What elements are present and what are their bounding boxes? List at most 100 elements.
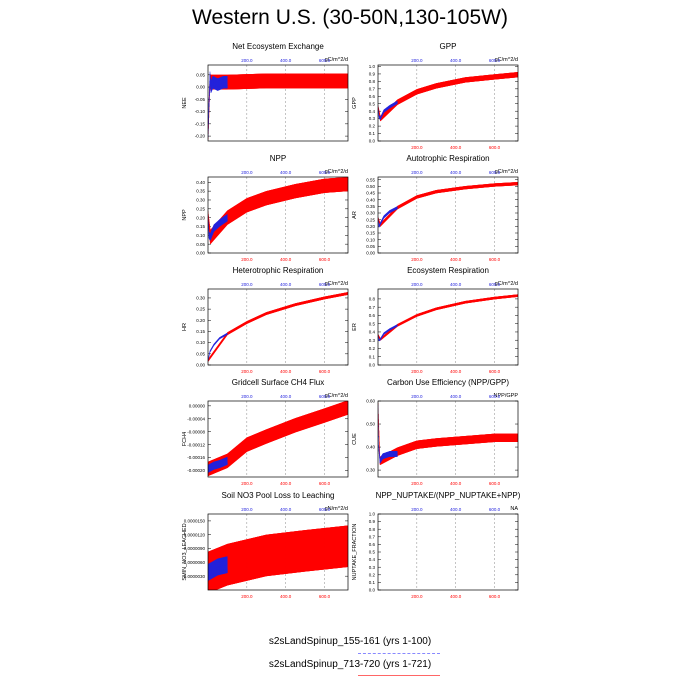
panel-title: Net Ecosystem Exchange (232, 42, 324, 51)
y-axis-label: GPP (352, 97, 358, 109)
panel-title: GPP (440, 42, 457, 51)
y-tick-label: 0.9 (369, 72, 376, 77)
y-tick-label: 0.15 (366, 231, 375, 236)
y-axis-label: NPP (182, 209, 188, 221)
series-line-case2 (378, 402, 518, 465)
plot-frame (207, 400, 349, 478)
x-tick-label-bottom: 200.0 (241, 257, 253, 262)
y-axis-label: FCH4 (182, 432, 188, 446)
y-tick-label: 0.30 (366, 468, 375, 473)
y-tick-label: 0.40 (366, 445, 375, 450)
x-tick-label-bottom: 600.0 (489, 369, 501, 374)
y-tick-label: 0.0 (369, 139, 376, 144)
series-line-case1 (208, 332, 228, 362)
series-line-case2 (208, 401, 348, 476)
y-tick-label: 0.8 (369, 527, 376, 532)
x-tick-label-bottom: 200.0 (411, 257, 423, 262)
y-axis-label: AR (352, 211, 358, 219)
y-tick-label: 0.5 (369, 321, 376, 326)
x-tick-label-top: 600.0 (489, 507, 501, 512)
x-tick-label-top: 600.0 (319, 58, 331, 63)
plot-frame (207, 288, 349, 366)
y-tick-label: 0.7 (369, 305, 376, 310)
y-tick-label: 0.40 (196, 180, 205, 185)
y-tick-label: 0.1 (369, 580, 376, 585)
panel-title: Heterotrophic Respiration (233, 266, 324, 275)
x-tick-label-top: 400.0 (450, 507, 462, 512)
panel-title: Carbon Use Efficiency (NPP/GPP) (387, 378, 509, 387)
y-tick-label: 0.05 (196, 351, 205, 356)
panel-title: Ecosystem Respiration (407, 266, 489, 275)
y-tick-label: 0.55 (366, 177, 375, 182)
y-tick-label: 0.0000030 (184, 574, 206, 579)
y-tick-label: 0.15 (196, 329, 205, 334)
y-tick-label: 0.25 (366, 217, 375, 222)
plot-frame (377, 400, 519, 478)
x-tick-label-top: 400.0 (450, 282, 462, 287)
y-tick-label: 0.6 (369, 94, 376, 99)
plot-frame (377, 513, 519, 591)
panel-10: NPP_NUPTAKE/(NPP_NUPTAKE+NPP) NA NUPTAKE_F… (352, 491, 521, 599)
x-tick-label-top: 600.0 (319, 507, 331, 512)
y-axis-label: NEE (182, 97, 188, 109)
y-tick-label: 0.05 (196, 242, 205, 247)
x-tick-label-top: 400.0 (280, 58, 292, 63)
panel-title: Gridcell Surface CH4 Flux (232, 378, 324, 387)
x-tick-label-bottom: 400.0 (450, 594, 462, 599)
y-tick-label: 0.00 (196, 251, 205, 256)
series-line-case1 (378, 100, 398, 121)
panel-8: Carbon Use Efficiency (NPP/GPP) NPP/GPP CU… (352, 378, 519, 486)
y-tick-label: -0.00020 (187, 468, 205, 473)
x-tick-label-top: 600.0 (489, 58, 501, 63)
y-axis-label: CUE (352, 433, 358, 445)
x-tick-label-bottom: 600.0 (489, 257, 501, 262)
plot-frame (207, 513, 349, 591)
x-tick-label-top: 200.0 (241, 394, 253, 399)
series-line-case2 (378, 72, 518, 122)
y-tick-label: 0.25 (196, 206, 205, 211)
y-tick-label: 0.35 (366, 204, 375, 209)
y-tick-label: 1.0 (369, 512, 376, 517)
units-label: gC/m^2/d (325, 169, 348, 175)
y-tick-label: 0.30 (196, 296, 205, 301)
units-label: gC/m^2/d (325, 281, 348, 287)
x-tick-label-top: 200.0 (411, 282, 423, 287)
y-tick-label: 0.30 (366, 211, 375, 216)
panel-3: NPP gC/m^2/d NPP 200.0 400.0 600.0 200.0 400.0 6… (182, 154, 349, 262)
y-tick-label: 0.6 (369, 313, 376, 318)
x-tick-label-bottom: 600.0 (319, 481, 331, 486)
x-tick-label-top: 400.0 (280, 507, 292, 512)
x-tick-label-bottom: 200.0 (411, 481, 423, 486)
y-tick-label: 1.0 (369, 64, 376, 69)
x-tick-label-bottom: 200.0 (411, 594, 423, 599)
y-tick-label: 0.0 (369, 363, 376, 368)
plot-frame (377, 288, 519, 366)
x-tick-label-bottom: 200.0 (411, 145, 423, 150)
x-tick-label-bottom: 200.0 (241, 369, 253, 374)
y-tick-label: -0.00008 (187, 429, 205, 434)
y-tick-label: 0.20 (196, 215, 205, 220)
y-tick-label: 0.8 (369, 297, 376, 302)
legend-entry-case1: s2sLandSpinup_155-161 (yrs 1-100) (0, 636, 700, 647)
y-tick-label: 0.0000090 (184, 546, 206, 551)
x-tick-label-top: 200.0 (411, 170, 423, 175)
y-tick-label: 0.3 (369, 116, 376, 121)
x-tick-label-top: 600.0 (489, 282, 501, 287)
x-tick-label-bottom: 600.0 (489, 481, 501, 486)
units-label: gN/m^2/d (325, 506, 348, 512)
y-tick-label: 0.4 (369, 557, 376, 562)
y-tick-label: -0.10 (195, 109, 206, 114)
x-tick-label-top: 200.0 (241, 170, 253, 175)
y-tick-label: 0.45 (366, 191, 375, 196)
panel-2: GPP gC/m^2/d GPP 200.0 400.0 600.0 200.0 400.0 6… (352, 42, 519, 150)
y-tick-label: 0.8 (369, 79, 376, 84)
y-tick-label: 0.4 (369, 109, 376, 114)
y-tick-label: 0.30 (196, 198, 205, 203)
x-tick-label-top: 200.0 (411, 507, 423, 512)
y-tick-label: 0.5 (369, 550, 376, 555)
x-tick-label-bottom: 600.0 (489, 145, 501, 150)
x-tick-label-top: 400.0 (450, 394, 462, 399)
